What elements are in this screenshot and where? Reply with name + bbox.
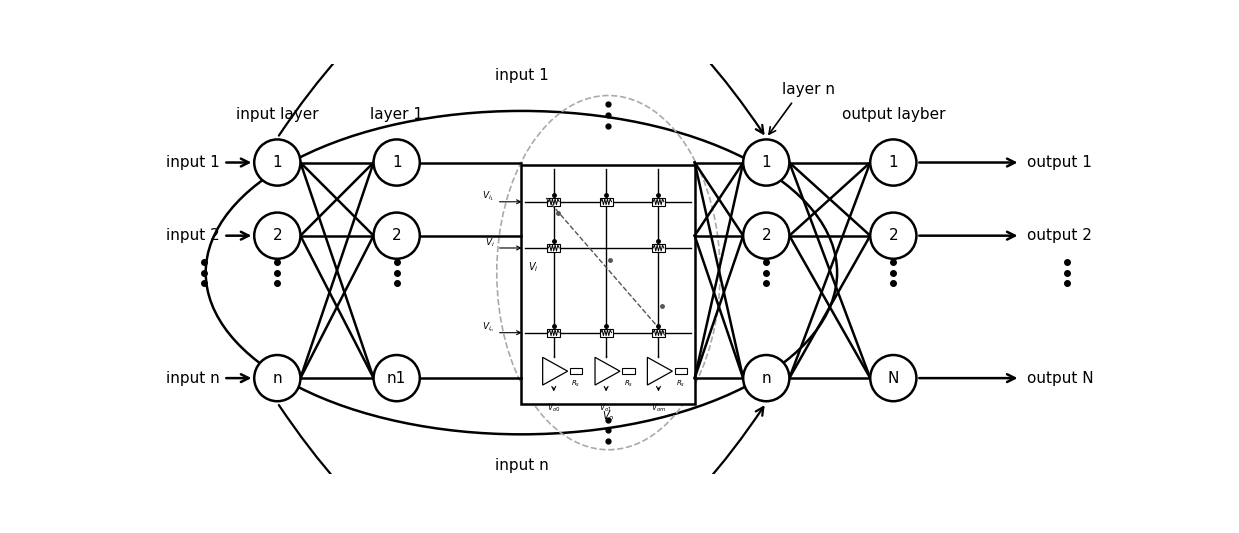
Bar bbox=[600, 198, 612, 206]
Text: 2: 2 bbox=[762, 228, 771, 243]
Text: $R_s$: $R_s$ bbox=[571, 379, 581, 390]
Text: $V_{i_n}$: $V_{i_n}$ bbox=[482, 320, 494, 334]
Text: 1: 1 bbox=[762, 155, 771, 170]
Bar bbox=[652, 244, 665, 252]
Bar bbox=[622, 368, 634, 374]
Circle shape bbox=[374, 213, 420, 259]
Text: input 1: input 1 bbox=[494, 68, 549, 83]
Text: layer 1: layer 1 bbox=[370, 108, 424, 123]
Circle shape bbox=[374, 355, 420, 401]
Text: $V_o$: $V_o$ bbox=[602, 410, 615, 424]
Text: $V_{i}$: $V_{i}$ bbox=[484, 236, 494, 249]
Circle shape bbox=[870, 355, 917, 401]
Text: 2: 2 bbox=[392, 228, 401, 243]
Bar bbox=[570, 368, 582, 374]
Text: input layer: input layer bbox=[235, 108, 318, 123]
Text: output 1: output 1 bbox=[1027, 155, 1092, 170]
Circle shape bbox=[254, 140, 300, 185]
Text: output layber: output layber bbox=[841, 108, 945, 123]
Text: n: n bbox=[762, 370, 771, 385]
Text: layer n: layer n bbox=[782, 82, 835, 97]
Text: n: n bbox=[273, 370, 282, 385]
Circle shape bbox=[743, 213, 789, 259]
Text: 1: 1 bbox=[392, 155, 401, 170]
Text: $V_{i_1}$: $V_{i_1}$ bbox=[482, 190, 494, 203]
Text: 1: 1 bbox=[273, 155, 282, 170]
Bar bbox=[652, 329, 665, 336]
Circle shape bbox=[743, 140, 789, 185]
Text: output N: output N bbox=[1027, 370, 1093, 385]
Text: $V_{o0}$: $V_{o0}$ bbox=[546, 401, 560, 414]
FancyArrowPatch shape bbox=[279, 0, 763, 135]
Circle shape bbox=[254, 355, 300, 401]
Bar bbox=[522, 165, 695, 403]
Text: input n: input n bbox=[494, 458, 549, 473]
Text: $R_s$: $R_s$ bbox=[676, 379, 685, 390]
Circle shape bbox=[870, 213, 917, 259]
Bar bbox=[548, 198, 560, 206]
Bar bbox=[548, 244, 560, 252]
Text: N: N bbox=[887, 370, 900, 385]
Bar bbox=[600, 329, 612, 336]
Text: 2: 2 bbox=[273, 228, 282, 243]
Circle shape bbox=[870, 140, 917, 185]
Bar bbox=[548, 329, 560, 336]
Text: $V_{om}$: $V_{om}$ bbox=[650, 401, 667, 414]
Text: $V_{o1}$: $V_{o1}$ bbox=[600, 401, 613, 414]
Text: $V_i$: $V_i$ bbox=[528, 260, 538, 274]
Bar bbox=[652, 198, 665, 206]
Text: 2: 2 bbox=[888, 228, 898, 243]
FancyArrowPatch shape bbox=[279, 405, 763, 533]
Circle shape bbox=[254, 213, 300, 259]
Text: input 1: input 1 bbox=[166, 155, 219, 170]
Text: input n: input n bbox=[166, 370, 219, 385]
Circle shape bbox=[374, 140, 420, 185]
Text: input 2: input 2 bbox=[166, 228, 219, 243]
Text: n1: n1 bbox=[387, 370, 406, 385]
Text: $R_s$: $R_s$ bbox=[623, 379, 633, 390]
Circle shape bbox=[743, 355, 789, 401]
Text: output 2: output 2 bbox=[1027, 228, 1092, 243]
Bar bbox=[675, 368, 686, 374]
Text: 1: 1 bbox=[888, 155, 898, 170]
